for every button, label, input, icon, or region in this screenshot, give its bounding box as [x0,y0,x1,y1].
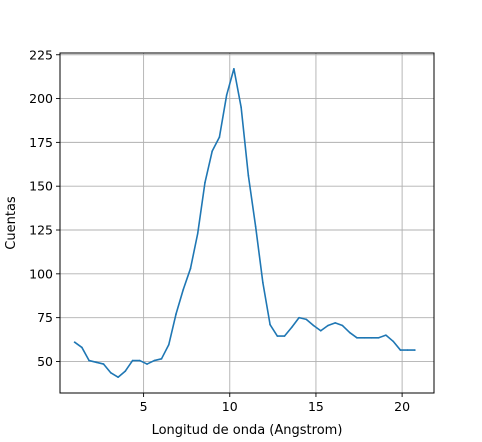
data-point [356,336,358,339]
data-point [377,336,380,339]
y-tick-label: 200 [29,91,53,106]
data-point [175,313,177,315]
grid [60,53,434,393]
data-point [276,335,279,337]
data-point [269,323,271,326]
data-point [327,324,329,327]
y-tick-label: 75 [37,310,53,325]
series-line [73,67,416,379]
y-tick-label: 50 [37,354,53,369]
data-point [110,372,112,374]
data-point [211,150,213,152]
data-point [146,363,148,365]
data-point [392,340,394,343]
data-point [298,316,300,319]
series-layer [73,67,416,379]
data-point [182,288,185,291]
data-point [117,376,119,379]
plot-frame [59,52,435,394]
data-point [305,318,308,321]
x-axis-label: Longitud de onda (Angstrom) [152,423,343,438]
x-tick-label: 20 [394,399,410,414]
data-point [406,349,409,351]
data-point [131,359,134,362]
data-point [218,136,221,138]
y-tick-label: 225 [29,47,53,62]
x-tick-label: 5 [140,399,148,414]
data-point [73,341,76,343]
data-point [160,358,163,360]
data-point [102,363,105,365]
data-point [81,346,83,349]
data-point [414,349,416,351]
data-point [334,322,337,324]
y-tick-label: 175 [29,135,53,150]
data-point [233,67,235,70]
data-point [189,267,192,270]
data-point [139,359,141,362]
data-point [95,361,98,364]
data-point [348,331,351,334]
x-tick-label: 15 [308,399,324,414]
data-point [291,326,293,329]
data-point [240,106,242,109]
data-point [204,181,206,184]
data-point [225,94,228,96]
data-point [124,370,127,372]
data-point [88,359,90,362]
data-point [319,329,322,332]
y-tick-label: 125 [29,223,53,238]
data-point [196,232,199,235]
x-tick-label: 10 [222,399,238,414]
data-point [283,335,286,337]
data-point [254,225,257,228]
data-point [262,281,264,284]
data-point [167,344,170,346]
data-point [153,359,156,362]
y-tick-label: 100 [29,266,53,281]
data-point [312,324,315,327]
data-point [247,174,250,177]
data-point [341,324,344,327]
ticks: 5 10 15 20 50 75 100 125 150 175 200 225 [29,47,410,414]
y-tick-label: 150 [29,179,53,194]
data-point [385,334,387,336]
data-point [399,349,402,351]
y-axis-label: Cuentas [4,196,19,250]
data-point [370,336,373,339]
data-point [363,336,366,339]
